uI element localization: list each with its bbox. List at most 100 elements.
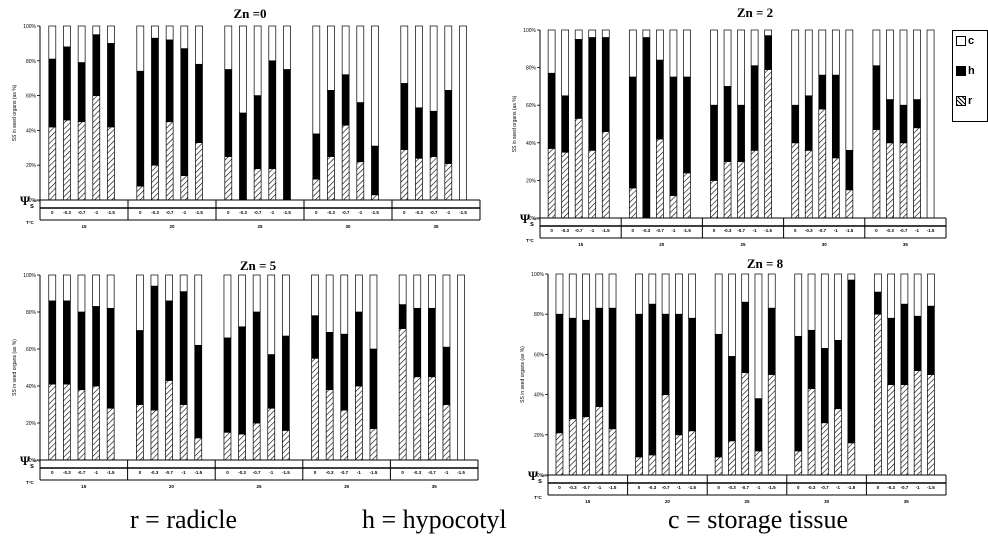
- x-tick-label-temp: 25: [740, 242, 746, 247]
- bar-c: [791, 29, 800, 106]
- bar-r: [874, 313, 882, 476]
- bar-h: [340, 333, 349, 411]
- bar-h: [561, 95, 570, 153]
- bar-h: [267, 354, 276, 409]
- bar-r: [574, 118, 583, 219]
- bar-h: [547, 72, 556, 149]
- bar-c: [194, 274, 203, 346]
- temp-label: T°C: [26, 480, 35, 485]
- temp-label: T°C: [526, 238, 535, 243]
- x-tick-label-psi: 0: [139, 470, 142, 475]
- bar-c: [561, 29, 570, 97]
- x-tick-label-temp: 25: [744, 499, 750, 504]
- bar-h: [656, 59, 664, 140]
- x-tick-label-psi: -0.3: [886, 228, 894, 233]
- bar-h: [371, 145, 379, 196]
- bar-h: [238, 326, 246, 435]
- x-tick-label-psi: 0: [558, 485, 561, 490]
- bar-h: [582, 319, 590, 418]
- bar-h: [48, 58, 57, 128]
- x-tick-label-psi: -1.5: [602, 228, 610, 233]
- y-tick-label: 20%: [26, 163, 37, 169]
- bar-c: [428, 274, 436, 309]
- bar-c: [355, 274, 363, 313]
- x-tick-label-psi: -1.5: [927, 485, 935, 490]
- bar-r: [683, 172, 691, 219]
- bar-r: [669, 195, 678, 219]
- bar-c: [224, 25, 233, 70]
- bar-h: [555, 313, 564, 434]
- x-tick-label-temp: 35: [903, 242, 909, 247]
- chart-panel-1: 0% 20% 40% 60% 80% 100% SS in seed organs (as …: [12, 6, 481, 229]
- bar-h: [927, 305, 935, 375]
- psi-unit: MPa: [33, 199, 40, 203]
- bar-c: [794, 273, 803, 337]
- bar-h: [754, 398, 763, 452]
- bar-c: [312, 25, 321, 135]
- x-tick-label-psi: 0: [227, 210, 230, 215]
- bar-r: [741, 372, 750, 476]
- bar-h: [913, 99, 921, 129]
- bar-h: [77, 62, 86, 123]
- bar-h: [635, 313, 643, 458]
- chart-panel-3: 0% 20% 40% 60% 80% 100% SS in seed organs (as …: [12, 258, 479, 489]
- x-tick-label-temp: 25: [256, 484, 262, 489]
- bar-r: [547, 148, 556, 219]
- chart-title: Zn =0: [233, 6, 266, 21]
- bar-c: [728, 273, 736, 357]
- x-tick-label-psi: -1: [753, 228, 757, 233]
- bar-h: [807, 329, 816, 389]
- x-tick-label-temp: 20: [169, 224, 175, 229]
- bar-r: [282, 430, 290, 461]
- bar-c: [601, 29, 610, 38]
- bar-r: [568, 418, 577, 476]
- bar-r: [267, 407, 276, 461]
- x-tick-label-temp: 25: [257, 224, 263, 229]
- bar-c: [356, 25, 365, 103]
- bar-r: [601, 131, 610, 219]
- x-tick-label-psi: -1.5: [371, 210, 379, 215]
- bar-h: [728, 356, 736, 442]
- legend-label-h: h: [968, 65, 975, 77]
- psi-symbol: Ψ: [528, 468, 539, 483]
- y-tick-label: 60%: [526, 103, 537, 109]
- bar-r: [179, 404, 188, 461]
- bar-h: [282, 335, 290, 431]
- bar-c: [913, 273, 922, 317]
- x-tick-label-psi: -0.3: [561, 228, 569, 233]
- bar-h: [737, 104, 745, 162]
- x-tick-label-psi: -1: [94, 210, 98, 215]
- bar-r: [238, 433, 246, 461]
- bar-r: [899, 142, 908, 219]
- bar-r: [312, 178, 321, 201]
- bar-c: [442, 274, 451, 348]
- y-tick-label: 100%: [23, 273, 36, 279]
- bar-h: [48, 300, 57, 385]
- bar-h: [165, 39, 174, 123]
- footer-storage-tissue: c = storage tissue: [668, 505, 849, 534]
- y-tick-label: 80%: [526, 66, 537, 72]
- bar-r: [371, 194, 379, 201]
- temp-label: T°C: [26, 220, 35, 225]
- bar-h: [63, 300, 71, 385]
- bar-r: [927, 374, 935, 476]
- bar-c: [628, 29, 637, 78]
- bar-r: [48, 126, 57, 201]
- bar-r: [151, 164, 159, 201]
- x-tick-label-psi: -1: [358, 210, 362, 215]
- x-tick-label-temp: 20: [659, 242, 665, 247]
- bar-r: [675, 434, 683, 476]
- bar-c: [820, 273, 829, 349]
- y-tick-label: 0%: [29, 198, 37, 204]
- bar-r: [136, 404, 144, 461]
- x-tick-label-psi: -1.5: [370, 470, 378, 475]
- bar-h: [764, 35, 773, 70]
- bar-c: [926, 29, 935, 219]
- y-tick-label: 80%: [26, 310, 37, 316]
- bar-h: [165, 300, 173, 381]
- bar-h: [820, 348, 829, 424]
- bar-h: [683, 76, 691, 174]
- x-tick-label-psi: -0.3: [724, 228, 732, 233]
- x-tick-label-psi: -0.3: [808, 485, 816, 490]
- bar-c: [77, 274, 86, 313]
